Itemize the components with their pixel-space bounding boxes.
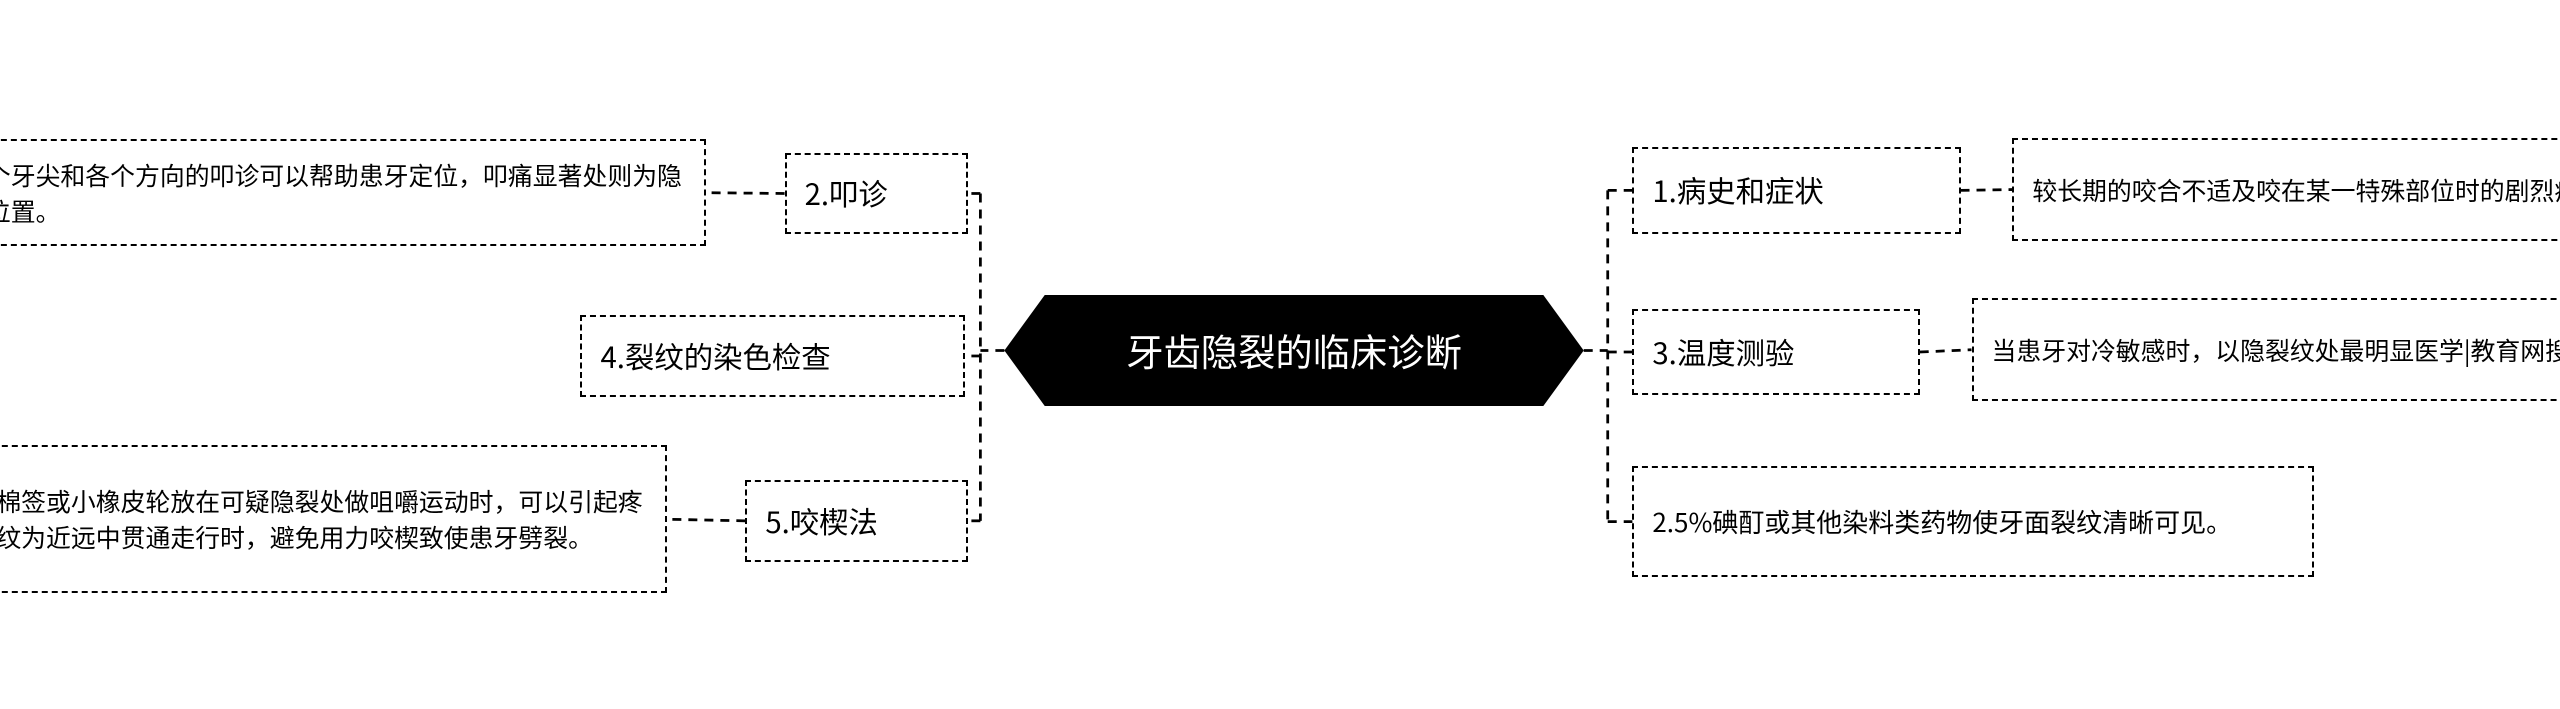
l2-label: 2.叩诊 xyxy=(805,172,888,214)
r3-desc: 当患牙对冷敏感时，以隐裂纹处最明显医学|教育网搜-集整理。 xyxy=(1972,298,2560,402)
r3-desc-label: 当患牙对冷敏感时，以隐裂纹处最明显医学|教育网搜-集整理。 xyxy=(1992,332,2560,368)
l2-desc: 分别各个牙尖和各个方向的叩诊可以帮助患牙定位，叩痛显著处则为隐裂所在位置。 xyxy=(0,139,706,246)
l5-desc: 将韧性物如棉签或小橡皮轮放在可疑隐裂处做咀嚼运动时，可以引起疼痛。当隐裂纹为近远… xyxy=(0,445,667,593)
l4: 4.裂纹的染色检查 xyxy=(580,315,965,397)
l5: 5.咬楔法 xyxy=(745,480,968,562)
l5-label: 5.咬楔法 xyxy=(765,500,878,542)
l5-desc-label: 将韧性物如棉签或小橡皮轮放在可疑隐裂处做咀嚼运动时，可以引起疼痛。当隐裂纹为近远… xyxy=(0,483,647,555)
r25: 2.5%碘酊或其他染料类药物使牙面裂纹清晰可见。 xyxy=(1632,466,2313,577)
r25-label: 2.5%碘酊或其他染料类药物使牙面裂纹清晰可见。 xyxy=(1652,503,2232,540)
r3: 3.温度测验 xyxy=(1632,309,1919,395)
l4-label: 4.裂纹的染色检查 xyxy=(600,335,830,377)
r1-label: 1.病史和症状 xyxy=(1652,169,1823,211)
l2-desc-label: 分别各个牙尖和各个方向的叩诊可以帮助患牙定位，叩痛显著处则为隐裂所在位置。 xyxy=(0,157,686,229)
l2: 2.叩诊 xyxy=(785,153,969,233)
r1: 1.病史和症状 xyxy=(1632,147,1960,233)
center-node-label: 牙齿隐裂的临床诊断 xyxy=(1126,323,1462,377)
r3-label: 3.温度测验 xyxy=(1652,331,1794,373)
r1-desc: 较长期的咬合不适及咬在某一特殊部位时的剧烈疼痛。 xyxy=(2012,138,2560,242)
r1-desc-label: 较长期的咬合不适及咬在某一特殊部位时的剧烈疼痛。 xyxy=(2032,172,2560,208)
center-node: 牙齿隐裂的临床诊断 xyxy=(1004,295,1583,406)
